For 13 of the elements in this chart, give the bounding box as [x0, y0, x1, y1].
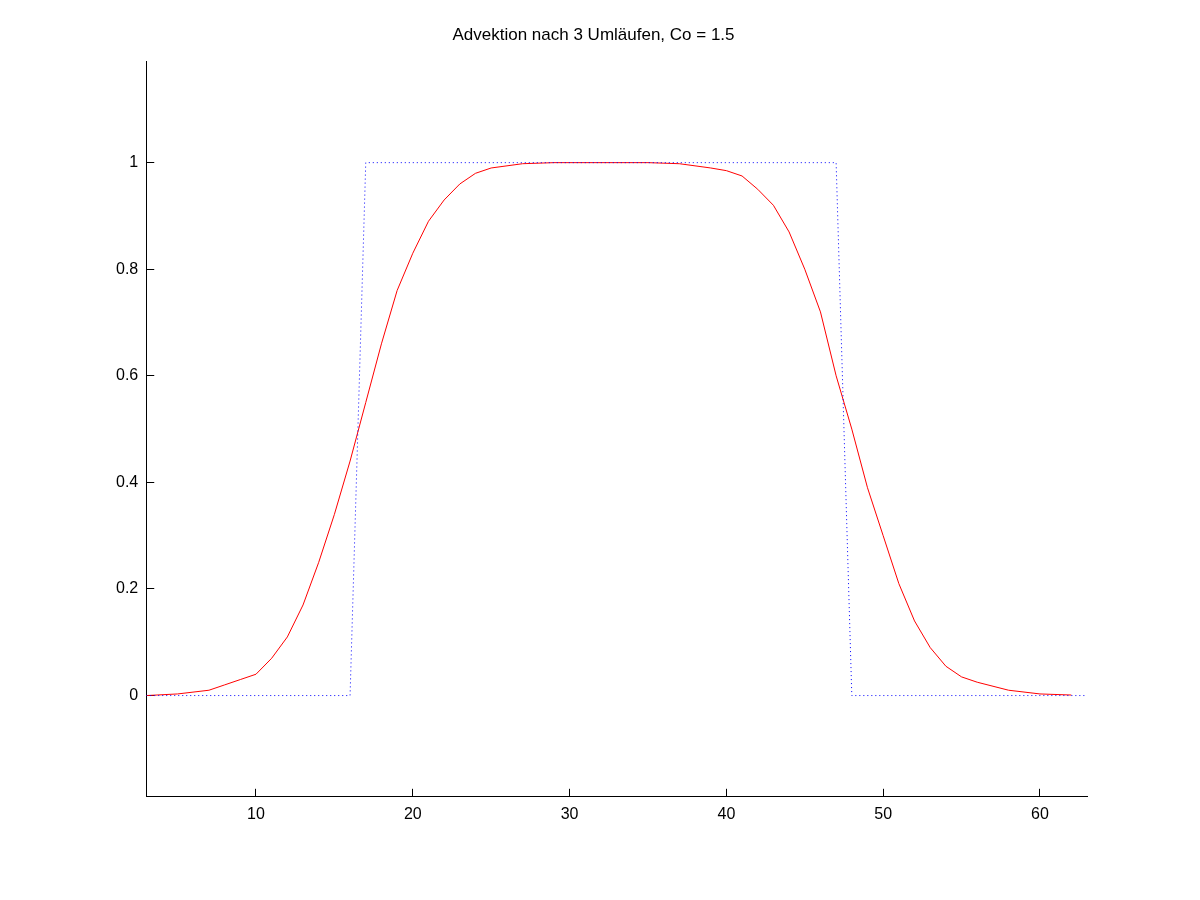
x-tick-label: 10 [247, 804, 265, 822]
x-tick-label: 60 [1031, 804, 1049, 822]
x-tick-label: 30 [560, 804, 579, 822]
y-tick-label: 0.4 [115, 472, 139, 490]
x-tick-label: 40 [717, 804, 736, 822]
y-tick-label: 0.6 [115, 366, 139, 384]
y-tick-label: 0.2 [115, 579, 139, 597]
y-tick-label: 1 [129, 153, 139, 171]
chart-title: Advektion nach 3 Umläufen, Co = 1.5 [452, 24, 735, 44]
y-tick-label: 0 [129, 685, 139, 703]
x-tick-label: 50 [874, 804, 893, 822]
y-tick-label: 0.8 [115, 259, 139, 277]
x-tick-label: 20 [403, 804, 422, 822]
